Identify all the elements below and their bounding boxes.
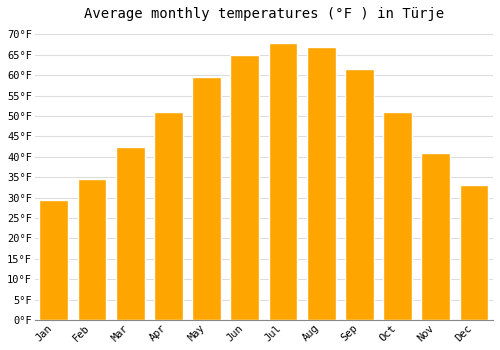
Bar [268,43,298,320]
Bar [78,179,106,320]
Bar [460,186,488,320]
Bar [383,112,412,320]
Bar [40,199,68,320]
Bar [345,69,374,320]
Title: Average monthly temperatures (°F ) in Türje: Average monthly temperatures (°F ) in Tü… [84,7,444,21]
Bar [422,153,450,320]
Bar [116,147,144,320]
Bar [192,77,221,320]
Bar [307,47,336,320]
Bar [230,55,259,320]
Bar [154,112,182,320]
